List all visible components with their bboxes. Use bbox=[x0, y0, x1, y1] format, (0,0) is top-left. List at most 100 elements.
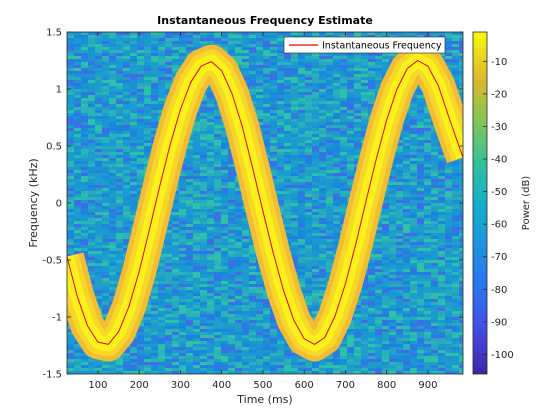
power-cell bbox=[81, 146, 88, 149]
power-cell bbox=[207, 284, 214, 287]
power-cell bbox=[200, 134, 207, 137]
power-cell bbox=[389, 245, 396, 248]
power-cell bbox=[179, 194, 186, 197]
power-cell bbox=[102, 56, 109, 59]
power-cell bbox=[319, 182, 326, 185]
power-cell bbox=[228, 191, 235, 194]
power-cell bbox=[74, 74, 81, 77]
power-cell bbox=[298, 101, 305, 104]
power-cell bbox=[207, 191, 214, 194]
power-cell bbox=[277, 71, 284, 74]
power-cell bbox=[144, 95, 151, 98]
power-cell bbox=[459, 248, 463, 251]
power-cell bbox=[81, 59, 88, 62]
power-cell bbox=[186, 263, 193, 266]
power-cell bbox=[158, 257, 165, 260]
power-cell bbox=[305, 152, 312, 155]
power-cell bbox=[109, 62, 116, 65]
power-cell bbox=[221, 239, 228, 242]
power-cell bbox=[193, 281, 200, 284]
power-cell bbox=[340, 215, 347, 218]
power-cell bbox=[319, 62, 326, 65]
power-cell bbox=[459, 197, 463, 200]
power-cell bbox=[193, 233, 200, 236]
power-cell bbox=[221, 212, 228, 215]
power-cell bbox=[375, 233, 382, 236]
power-cell bbox=[130, 194, 137, 197]
power-cell bbox=[312, 263, 319, 266]
power-cell bbox=[158, 260, 165, 263]
power-cell bbox=[88, 59, 95, 62]
power-cell bbox=[291, 248, 298, 251]
power-cell bbox=[340, 176, 347, 179]
power-cell bbox=[298, 137, 305, 140]
power-cell bbox=[123, 80, 130, 83]
power-cell bbox=[221, 272, 228, 275]
power-cell bbox=[81, 101, 88, 104]
power-cell bbox=[137, 110, 144, 113]
power-cell bbox=[235, 239, 242, 242]
power-cell bbox=[81, 41, 88, 44]
power-cell bbox=[445, 167, 452, 170]
power-cell bbox=[312, 149, 319, 152]
power-cell bbox=[74, 62, 81, 65]
power-cell bbox=[340, 194, 347, 197]
power-cell bbox=[74, 113, 81, 116]
power-cell bbox=[74, 44, 81, 47]
power-cell bbox=[137, 125, 144, 128]
power-cell bbox=[165, 86, 172, 89]
power-cell bbox=[459, 41, 463, 44]
power-cell bbox=[137, 191, 144, 194]
power-cell bbox=[340, 32, 347, 35]
power-cell bbox=[459, 200, 463, 203]
power-cell bbox=[312, 101, 319, 104]
power-cell bbox=[144, 125, 151, 128]
power-cell bbox=[445, 275, 452, 278]
power-cell bbox=[228, 203, 235, 206]
power-cell bbox=[452, 212, 459, 215]
power-cell bbox=[298, 56, 305, 59]
power-cell bbox=[228, 155, 235, 158]
power-cell bbox=[81, 50, 88, 53]
power-cell bbox=[459, 83, 463, 86]
power-cell bbox=[270, 83, 277, 86]
power-cell bbox=[305, 155, 312, 158]
power-cell bbox=[277, 83, 284, 86]
power-cell bbox=[151, 32, 158, 35]
power-cell bbox=[249, 98, 256, 101]
power-cell bbox=[263, 149, 270, 152]
power-cell bbox=[375, 278, 382, 281]
power-cell bbox=[424, 113, 431, 116]
power-cell bbox=[242, 53, 249, 56]
power-cell bbox=[74, 212, 81, 215]
power-cell bbox=[270, 107, 277, 110]
power-cell bbox=[340, 116, 347, 119]
power-cell bbox=[452, 281, 459, 284]
power-cell bbox=[95, 77, 102, 80]
power-cell bbox=[123, 125, 130, 128]
power-cell bbox=[291, 221, 298, 224]
power-cell bbox=[347, 149, 354, 152]
power-cell bbox=[305, 131, 312, 134]
power-cell bbox=[207, 293, 214, 296]
power-cell bbox=[95, 209, 102, 212]
power-cell bbox=[256, 53, 263, 56]
power-cell bbox=[235, 290, 242, 293]
power-cell bbox=[424, 272, 431, 275]
power-cell bbox=[74, 173, 81, 176]
power-cell bbox=[67, 119, 74, 122]
power-cell bbox=[207, 95, 214, 98]
power-cell bbox=[326, 158, 333, 161]
power-cell bbox=[431, 131, 438, 134]
power-cell bbox=[228, 53, 235, 56]
power-cell bbox=[88, 71, 95, 74]
power-cell bbox=[102, 209, 109, 212]
power-cell bbox=[438, 149, 445, 152]
power-cell bbox=[305, 164, 312, 167]
power-cell bbox=[305, 53, 312, 56]
power-cell bbox=[410, 278, 417, 281]
power-cell bbox=[382, 251, 389, 254]
power-cell bbox=[137, 143, 144, 146]
power-cell bbox=[298, 89, 305, 92]
power-cell bbox=[291, 128, 298, 131]
